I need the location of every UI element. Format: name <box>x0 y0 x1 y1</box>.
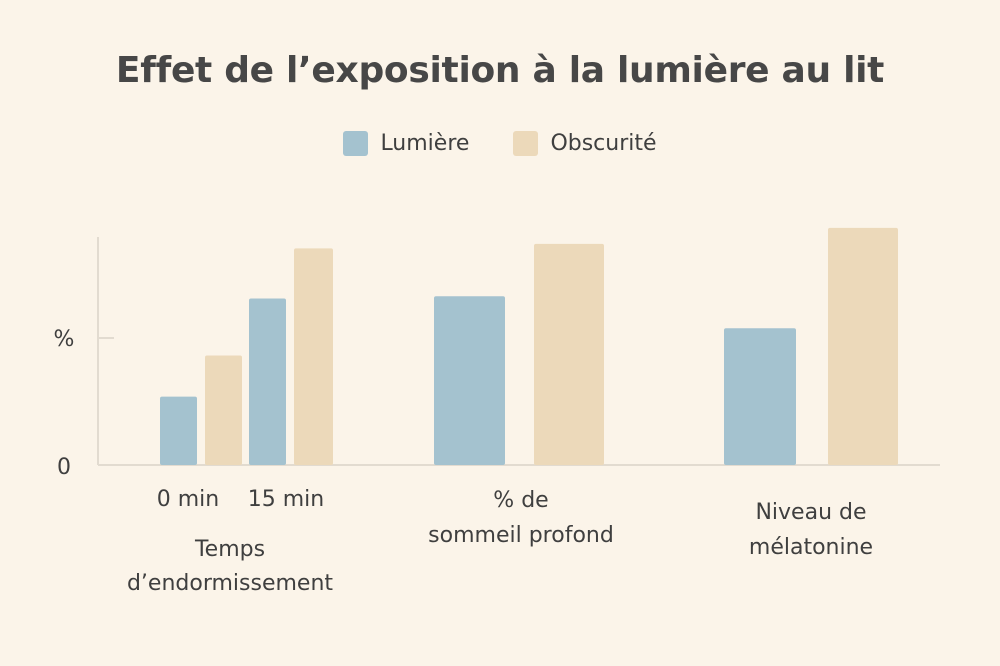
bar-g0-1 <box>205 355 242 465</box>
bar-g1-1 <box>534 243 604 465</box>
chart-title: Effet de l’exposition à la lumière au li… <box>115 50 885 91</box>
bar-g0-3 <box>294 248 333 465</box>
bar-g0-2 <box>249 298 286 465</box>
category-label-g1-0: % de <box>493 488 548 513</box>
y-tick-label-0: 0 <box>57 455 71 480</box>
legend-swatch-dark <box>513 131 539 156</box>
legend-item-light: Lumière <box>343 131 469 156</box>
category-label-g0-0: Temps <box>194 537 265 562</box>
category-label-g1-1: sommeil profond <box>428 523 614 548</box>
bar-g0-0 <box>160 396 197 465</box>
bar-sub-label-g0-2: 15 min <box>248 487 324 512</box>
category-label-g0-1: d’endormissement <box>127 571 333 596</box>
category-label-g2-1: mélatonine <box>749 535 873 560</box>
category-label-g2-0: Niveau de <box>755 500 866 525</box>
legend-swatch-light <box>343 131 369 156</box>
legend-label-light: Lumière <box>380 131 470 156</box>
bar-g1-0 <box>434 296 505 465</box>
bar-g2-0 <box>724 328 796 465</box>
bar-g2-1 <box>828 227 898 465</box>
bar-sub-label-g0-0: 0 min <box>157 487 219 512</box>
chart-legend: Lumière Obscurité <box>0 131 1000 156</box>
legend-label-dark: Obscurité <box>550 131 657 156</box>
legend-item-dark: Obscurité <box>513 131 657 156</box>
y-axis-label: % <box>54 327 75 352</box>
